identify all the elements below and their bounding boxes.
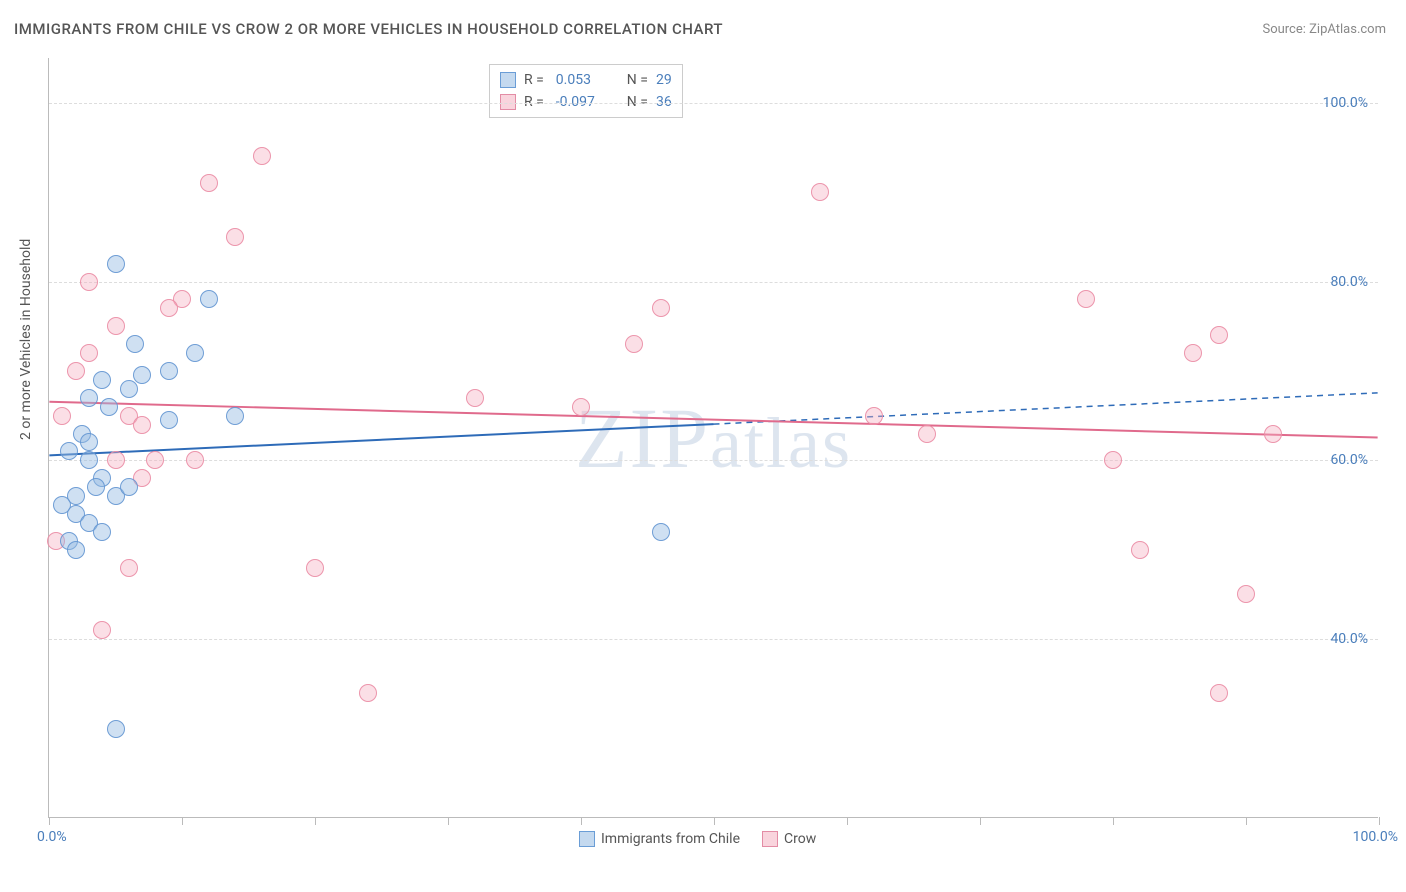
scatter-point-blue xyxy=(652,523,670,541)
scatter-point-pink xyxy=(1104,451,1122,469)
legend-label: Immigrants from Chile xyxy=(601,831,740,847)
y-axis-tick-label: 40.0% xyxy=(1330,631,1368,647)
scatter-point-pink xyxy=(1131,541,1149,559)
watermark: ZIPatlas xyxy=(575,388,852,488)
legend-series: Immigrants from Chile Crow xyxy=(579,831,816,847)
legend-label: Crow xyxy=(784,831,816,847)
legend-swatch-blue xyxy=(500,72,516,88)
scatter-point-blue xyxy=(80,389,98,407)
y-axis-title: 2 or more Vehicles in Household xyxy=(18,239,34,440)
grid-line xyxy=(49,103,1378,104)
scatter-point-pink xyxy=(107,451,125,469)
scatter-point-pink xyxy=(865,407,883,425)
scatter-point-pink xyxy=(306,559,324,577)
x-axis-tick xyxy=(581,817,582,825)
x-axis-tick xyxy=(980,817,981,825)
scatter-point-pink xyxy=(1184,344,1202,362)
scatter-point-pink xyxy=(572,398,590,416)
scatter-point-blue xyxy=(186,344,204,362)
x-axis-tick xyxy=(315,817,316,825)
scatter-point-blue xyxy=(126,335,144,353)
scatter-point-pink xyxy=(811,183,829,201)
legend-swatch-blue xyxy=(579,831,595,847)
scatter-point-pink xyxy=(359,684,377,702)
scatter-point-pink xyxy=(1237,585,1255,603)
plot-area: ZIPatlas R =0.053N =29R =-0.097N =36 Imm… xyxy=(48,58,1378,818)
scatter-point-pink xyxy=(466,389,484,407)
scatter-point-pink xyxy=(146,451,164,469)
legend-stats: R =0.053N =29R =-0.097N =36 xyxy=(489,64,683,118)
x-axis-tick xyxy=(1246,817,1247,825)
scatter-point-blue xyxy=(120,478,138,496)
x-axis-tick xyxy=(847,817,848,825)
chart-title: IMMIGRANTS FROM CHILE VS CROW 2 OR MORE … xyxy=(14,20,723,38)
x-axis-max-label: 100.0% xyxy=(1353,829,1398,845)
scatter-point-blue xyxy=(80,433,98,451)
legend-item-blue: Immigrants from Chile xyxy=(579,831,740,847)
legend-swatch-pink xyxy=(762,831,778,847)
scatter-point-blue xyxy=(107,255,125,273)
y-axis-tick-label: 80.0% xyxy=(1330,274,1368,290)
scatter-point-blue xyxy=(107,720,125,738)
legend-r-value: 0.053 xyxy=(556,69,611,91)
x-axis-tick xyxy=(49,817,50,825)
scatter-point-pink xyxy=(652,299,670,317)
scatter-point-pink xyxy=(1077,290,1095,308)
scatter-point-blue xyxy=(80,451,98,469)
scatter-point-pink xyxy=(80,344,98,362)
scatter-point-pink xyxy=(133,416,151,434)
scatter-point-blue xyxy=(120,380,138,398)
scatter-point-blue xyxy=(160,362,178,380)
source-label: Source: ZipAtlas.com xyxy=(1262,22,1386,37)
x-axis-min-label: 0.0% xyxy=(37,829,67,845)
scatter-point-blue xyxy=(93,371,111,389)
scatter-point-pink xyxy=(253,147,271,165)
scatter-point-pink xyxy=(200,174,218,192)
x-axis-tick xyxy=(1113,817,1114,825)
chart-container: IMMIGRANTS FROM CHILE VS CROW 2 OR MORE … xyxy=(0,0,1406,892)
x-axis-tick xyxy=(714,817,715,825)
y-axis-tick-label: 100.0% xyxy=(1323,95,1368,111)
scatter-point-blue xyxy=(93,523,111,541)
scatter-point-pink xyxy=(226,228,244,246)
legend-stat-row: R = 0.053 N = 29 xyxy=(500,69,672,91)
scatter-point-blue xyxy=(67,541,85,559)
scatter-point-blue xyxy=(160,411,178,429)
legend-r-label: R = xyxy=(524,69,544,91)
y-axis-tick-label: 60.0% xyxy=(1330,452,1368,468)
scatter-point-pink xyxy=(186,451,204,469)
scatter-point-pink xyxy=(67,362,85,380)
scatter-point-pink xyxy=(80,273,98,291)
scatter-point-blue xyxy=(100,398,118,416)
scatter-point-pink xyxy=(1210,684,1228,702)
legend-item-pink: Crow xyxy=(762,831,816,847)
scatter-point-pink xyxy=(1210,326,1228,344)
scatter-point-pink xyxy=(53,407,71,425)
scatter-point-pink xyxy=(107,317,125,335)
scatter-point-blue xyxy=(60,442,78,460)
x-axis-tick xyxy=(448,817,449,825)
grid-line xyxy=(49,460,1378,461)
grid-line xyxy=(49,282,1378,283)
scatter-point-pink xyxy=(918,425,936,443)
x-axis-tick xyxy=(1379,817,1380,825)
scatter-point-pink xyxy=(625,335,643,353)
scatter-point-pink xyxy=(1264,425,1282,443)
scatter-point-pink xyxy=(93,621,111,639)
legend-n-value: 29 xyxy=(656,69,672,91)
scatter-point-blue xyxy=(87,478,105,496)
scatter-point-pink xyxy=(120,559,138,577)
legend-n-label: N = xyxy=(627,69,648,91)
scatter-point-pink xyxy=(160,299,178,317)
scatter-point-blue xyxy=(226,407,244,425)
scatter-point-blue xyxy=(200,290,218,308)
scatter-point-blue xyxy=(133,366,151,384)
grid-line xyxy=(49,639,1378,640)
x-axis-tick xyxy=(182,817,183,825)
